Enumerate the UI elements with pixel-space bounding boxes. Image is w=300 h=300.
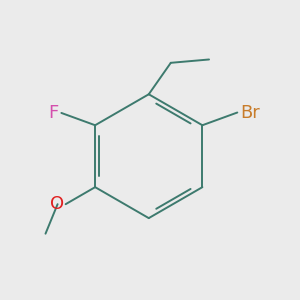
Text: F: F <box>48 104 58 122</box>
Text: Br: Br <box>240 103 260 122</box>
Text: O: O <box>50 195 64 213</box>
